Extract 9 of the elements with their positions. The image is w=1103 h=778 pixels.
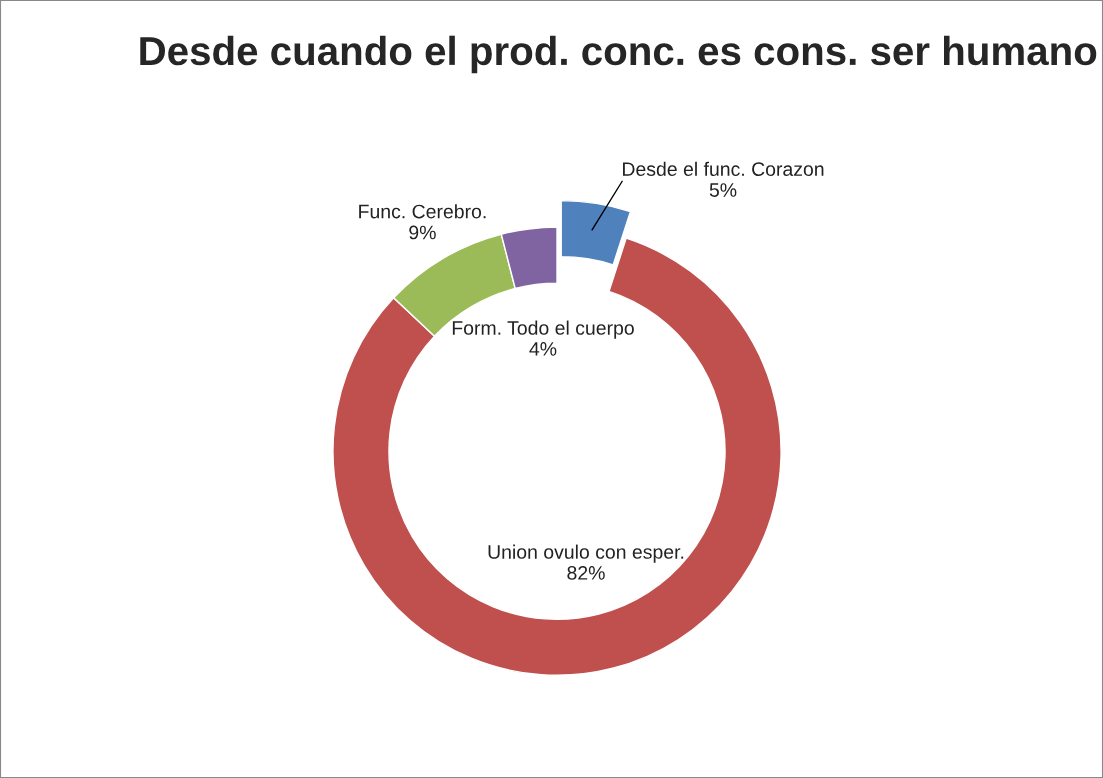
data-label: 9% — [409, 225, 436, 240]
data-label: 82% — [567, 566, 605, 580]
slice-label: Form. Todo el cuerpo — [452, 320, 634, 339]
data-label: 5% — [709, 183, 737, 197]
slice-label: Func. Cerebro. — [359, 204, 486, 219]
slice-label: Union ovulo con esper. — [488, 544, 684, 563]
data-label: 4% — [529, 342, 557, 356]
chart-title: Desde cuando el prod. conc. es cons. ser humano — [140, 35, 1097, 74]
slice-label: Desde el func. Corazon — [623, 161, 824, 176]
